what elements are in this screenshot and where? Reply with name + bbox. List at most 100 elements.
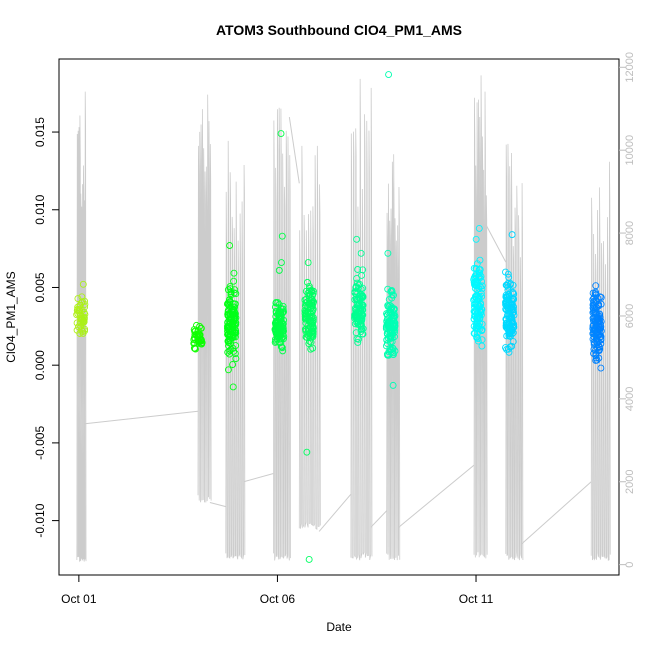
data-point xyxy=(357,249,365,257)
data-point xyxy=(472,264,480,272)
altitude-flight-line xyxy=(505,143,524,561)
data-point xyxy=(389,381,397,389)
data-point xyxy=(224,311,232,319)
data-point xyxy=(303,278,311,286)
data-point xyxy=(224,286,232,294)
data-point xyxy=(306,291,314,299)
data-point xyxy=(352,310,360,318)
data-point xyxy=(74,295,82,302)
altitude-flight-line xyxy=(273,107,291,561)
data-point xyxy=(231,311,239,319)
data-point xyxy=(356,316,364,324)
data-point xyxy=(79,280,87,288)
data-point xyxy=(74,310,82,318)
data-point xyxy=(352,295,360,303)
data-point xyxy=(306,313,314,321)
y-right-tick-label: 2000 xyxy=(624,470,636,494)
scatter-points-layer xyxy=(73,71,605,563)
data-point xyxy=(228,306,236,314)
data-point xyxy=(278,232,286,240)
data-point xyxy=(357,290,365,298)
data-point xyxy=(271,319,279,327)
data-point xyxy=(477,289,485,297)
data-point xyxy=(304,259,312,267)
data-point xyxy=(230,307,238,315)
data-point xyxy=(353,335,361,343)
altitude-transit-line xyxy=(288,116,300,184)
data-point xyxy=(79,318,87,326)
data-point xyxy=(192,331,200,339)
y-tick-label: 0.010 xyxy=(33,194,47,224)
y-right-tick-label: 6000 xyxy=(624,304,636,328)
data-point xyxy=(308,325,316,333)
data-point xyxy=(276,319,283,327)
data-point xyxy=(227,346,235,354)
data-point xyxy=(351,312,359,319)
data-point xyxy=(503,306,510,314)
y-right-tick-label: 12000 xyxy=(624,52,636,83)
data-point xyxy=(224,299,232,307)
data-point xyxy=(301,296,309,304)
data-point xyxy=(230,277,238,285)
data-point xyxy=(358,291,366,299)
plot-frame xyxy=(58,58,620,576)
data-point xyxy=(277,259,285,267)
altitude-transit-line xyxy=(485,224,507,263)
altitude-flight-line xyxy=(386,154,401,561)
data-point xyxy=(76,319,84,327)
data-point xyxy=(305,301,313,309)
data-point xyxy=(592,350,600,358)
data-point xyxy=(78,293,86,301)
axes-layer: Oct 01 Oct 06 Oct 11 -0.010 -0.005 0.000 0.005… xyxy=(33,52,636,606)
data-point xyxy=(73,326,81,334)
data-point xyxy=(506,313,513,321)
data-point xyxy=(596,293,604,301)
data-point xyxy=(473,318,481,326)
data-point xyxy=(596,345,604,353)
data-point xyxy=(358,271,366,279)
data-point xyxy=(592,282,600,290)
data-point xyxy=(470,307,478,315)
data-point xyxy=(359,284,367,292)
data-point xyxy=(589,330,597,338)
y-tick-label: -0.005 xyxy=(33,426,47,460)
data-point xyxy=(383,336,391,344)
data-point xyxy=(504,283,512,291)
data-point xyxy=(383,329,391,337)
altitude-line-layer xyxy=(76,75,611,563)
data-point xyxy=(277,339,285,347)
altitude-flight-line xyxy=(350,78,373,561)
data-point xyxy=(272,299,280,307)
data-point xyxy=(508,317,516,325)
data-point xyxy=(385,348,393,356)
data-point xyxy=(510,303,517,311)
data-point xyxy=(275,266,283,274)
data-point xyxy=(232,355,240,363)
data-point xyxy=(231,328,239,336)
data-point xyxy=(353,235,361,243)
data-point xyxy=(388,287,396,294)
x-tick-label: Oct 06 xyxy=(260,592,296,606)
data-point xyxy=(227,318,235,326)
data-point xyxy=(229,383,237,391)
data-point xyxy=(273,335,281,343)
data-point xyxy=(476,256,484,264)
data-point xyxy=(198,336,205,344)
data-point xyxy=(387,310,395,318)
altitude-transit-line xyxy=(398,464,475,528)
data-point xyxy=(224,366,232,374)
data-point xyxy=(226,285,234,293)
y-tick-label: -0.010 xyxy=(33,503,47,537)
data-point xyxy=(474,322,482,330)
data-point xyxy=(510,295,517,303)
data-point xyxy=(302,327,310,335)
data-point xyxy=(385,71,393,78)
data-point xyxy=(74,303,82,311)
data-point xyxy=(276,308,284,316)
altitude-transit-line xyxy=(318,493,352,532)
data-point xyxy=(473,270,480,277)
data-point xyxy=(597,300,605,308)
data-point xyxy=(192,345,199,353)
data-point xyxy=(509,306,517,313)
data-point xyxy=(303,448,311,456)
